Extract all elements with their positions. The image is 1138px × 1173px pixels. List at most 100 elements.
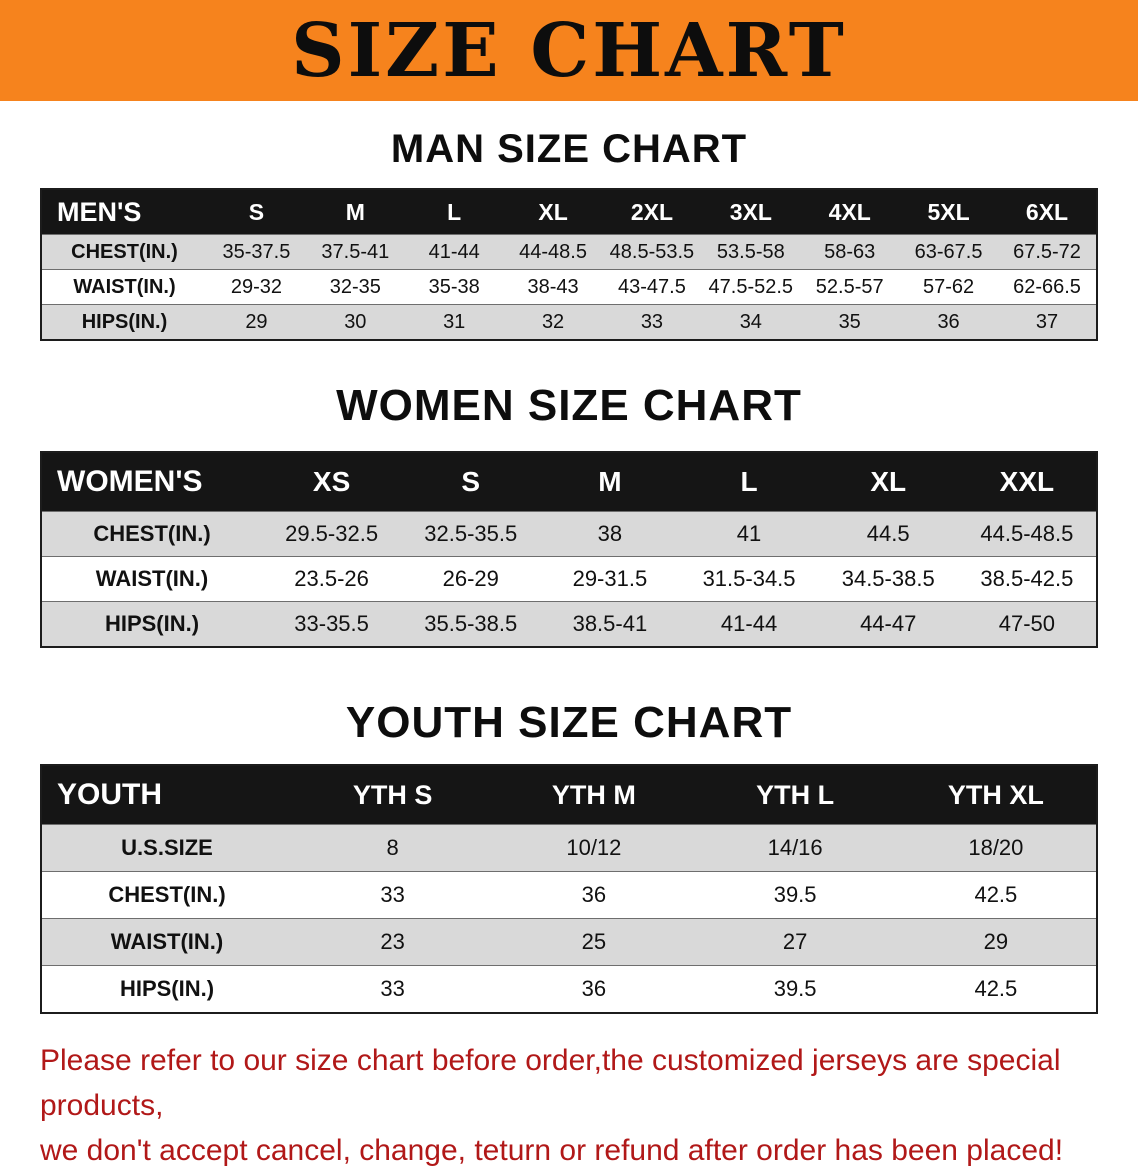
column-header: S [207, 189, 306, 235]
cell-value: 31 [443, 310, 466, 333]
cell-value: 48.5-53.5 [609, 240, 695, 263]
cell-value: 32.5-35.5 [424, 521, 518, 546]
cell-value: 39.5 [773, 976, 817, 1001]
row-label: HIPS(IN.) [81, 310, 168, 333]
cell-value: 38 [597, 521, 623, 546]
women-size-table: WOMEN'S XS S M L XL XXL CHEST(IN.) 29.5-32.5 32.… [40, 451, 1098, 648]
table-row: WAIST(IN.) 29-32 32-35 35-38 38-43 43-47.5 47.… [41, 269, 1097, 305]
column-header: 5XL [899, 189, 998, 235]
row-label: WAIST(IN.) [73, 275, 176, 298]
cell-value: 35-38 [428, 275, 480, 298]
cell-value: 37 [1035, 310, 1059, 333]
table-row: HIPS(IN.) 33-35.5 35.5-38.5 38.5-41 41-44 44-… [41, 601, 1097, 647]
column-header: 4XL [800, 189, 900, 235]
cell-value: 31.5-34.5 [702, 566, 796, 591]
column-header: L [679, 452, 819, 512]
youth-size-table: YOUTH YTH S YTH M YTH L YTH XL U.S.SIZE 8 10/1… [40, 764, 1098, 1014]
row-label: WAIST(IN.) [110, 929, 224, 954]
cell-value: 35 [838, 310, 861, 333]
cell-value: 38.5-41 [572, 611, 648, 636]
column-header: 6XL [998, 189, 1097, 235]
page-title: SIZE CHART [291, 7, 847, 94]
cell-value: 42.5 [974, 882, 1018, 907]
cell-value: 26-29 [442, 566, 499, 591]
column-header: XXL [957, 452, 1097, 512]
table-row: U.S.SIZE 8 10/12 14/16 18/20 [41, 824, 1097, 872]
cell-value: 8 [386, 835, 399, 860]
men-section-heading: MAN SIZE CHART [390, 127, 748, 171]
column-header: S [401, 452, 541, 512]
cell-value: 35.5-38.5 [424, 611, 518, 636]
cell-value: 33-35.5 [294, 611, 369, 636]
cell-value: 37.5-41 [321, 240, 390, 263]
cell-value: 27 [782, 929, 808, 954]
cell-value: 52.5-57 [815, 275, 884, 298]
row-label: HIPS(IN.) [104, 611, 200, 636]
cell-value: 44-48.5 [519, 240, 587, 263]
column-header: YTH XL [895, 765, 1097, 825]
cell-value: 30 [344, 310, 367, 333]
column-header: 3XL [701, 189, 801, 235]
women-section-heading: WOMEN SIZE CHART [336, 381, 802, 430]
cell-value: 41 [736, 521, 762, 546]
corner-label: MEN'S [41, 189, 207, 235]
cell-value: 25 [581, 929, 607, 954]
cell-value: 41-44 [428, 240, 480, 263]
table-row: WAIST(IN.) 23 25 27 29 [41, 918, 1097, 966]
column-header: M [540, 452, 680, 512]
cell-value: 42.5 [974, 976, 1018, 1001]
size-chart-banner: SIZE CHART [0, 0, 1138, 101]
cell-value: 29.5-32.5 [285, 521, 379, 546]
cell-value: 32-35 [329, 275, 381, 298]
column-header: L [404, 189, 504, 235]
column-header: YTH M [493, 765, 695, 825]
cell-value: 29-31.5 [572, 566, 648, 591]
cell-value: 29 [983, 929, 1009, 954]
cell-value: 67.5-72 [1013, 240, 1081, 263]
youth-header-row: YOUTH YTH S YTH M YTH L YTH XL [41, 765, 1097, 825]
cell-value: 36 [581, 882, 607, 907]
women-section: WOMEN SIZE CHART WOMEN'S XS S M L XL XXL CHEST… [0, 341, 1138, 648]
cell-value: 57-62 [922, 275, 975, 298]
men-table-body: CHEST(IN.) 35-37.5 37.5-41 41-44 44-48.5 48.5… [41, 234, 1097, 340]
row-label: CHEST(IN.) [71, 240, 178, 263]
men-size-table: MEN'S S M L XL 2XL 3XL 4XL 5XL 6XL CHEST(IN.) 35-3… [40, 188, 1098, 341]
corner-label: WOMEN'S [41, 452, 262, 512]
row-label: CHEST(IN.) [108, 882, 226, 907]
column-header: XL [818, 452, 958, 512]
corner-label: YOUTH [41, 765, 292, 825]
row-label: HIPS(IN.) [119, 976, 215, 1001]
cell-value: 47.5-52.5 [708, 275, 794, 298]
disclaimer-line-1: Please refer to our size chart before or… [40, 1044, 1061, 1122]
cell-value: 38.5-42.5 [980, 566, 1074, 591]
cell-value: 43-47.5 [618, 275, 686, 298]
cell-value: 29-32 [230, 275, 283, 298]
column-header: YTH L [694, 765, 896, 825]
table-row: CHEST(IN.) 33 36 39.5 42.5 [41, 871, 1097, 919]
cell-value: 58-63 [824, 240, 876, 263]
column-header: 2XL [602, 189, 702, 235]
cell-value: 33 [640, 310, 664, 333]
column-header: M [305, 189, 405, 235]
cell-value: 62-66.5 [1013, 275, 1081, 298]
cell-value: 18/20 [968, 835, 1024, 860]
cell-value: 34.5-38.5 [841, 566, 935, 591]
cell-value: 33 [380, 976, 405, 1001]
cell-value: 36 [581, 976, 607, 1001]
cell-value: 29 [245, 310, 268, 333]
table-row: HIPS(IN.) 29 30 31 32 33 34 35 36 37 [41, 304, 1097, 340]
cell-value: 39.5 [773, 882, 817, 907]
cell-value: 10/12 [566, 835, 622, 860]
women-table-body: CHEST(IN.) 29.5-32.5 32.5-35.5 38 41 44.5 44.5… [41, 511, 1097, 647]
cell-value: 35-37.5 [222, 240, 291, 263]
cell-value: 44-47 [860, 611, 917, 636]
disclaimer: Please refer to our size chart before or… [40, 1038, 1138, 1173]
table-row: CHEST(IN.) 29.5-32.5 32.5-35.5 38 41 44.5 44.5… [41, 511, 1097, 557]
column-header: YTH S [292, 765, 494, 825]
women-header-row: WOMEN'S XS S M L XL XXL [41, 452, 1097, 512]
cell-value: 36 [937, 310, 960, 333]
youth-table-body: U.S.SIZE 8 10/12 14/16 18/20 CHEST(IN.) 33 36 39… [41, 824, 1097, 1013]
men-header-row: MEN'S S M L XL 2XL 3XL 4XL 5XL 6XL [41, 189, 1097, 235]
cell-value: 33 [380, 882, 405, 907]
cell-value: 38-43 [527, 275, 579, 298]
